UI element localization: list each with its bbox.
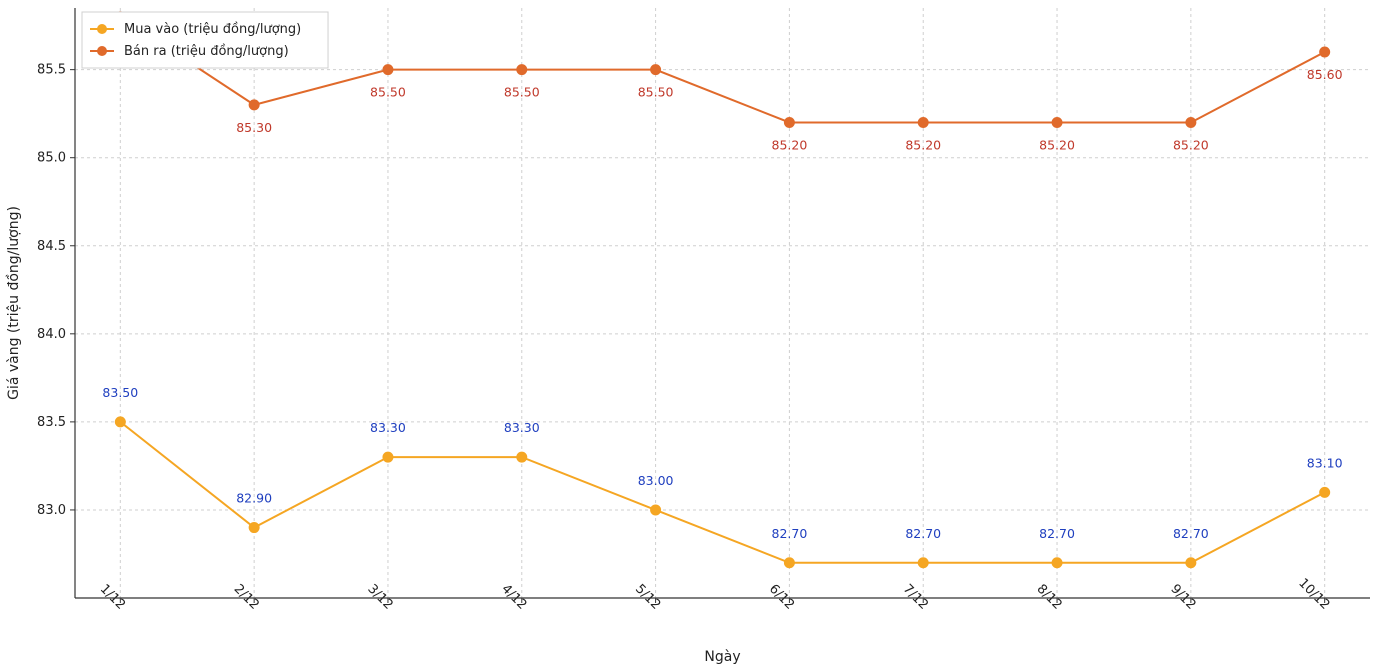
series-marker-1 xyxy=(1186,117,1196,127)
series-label-0: 82.70 xyxy=(1173,526,1209,541)
series-label-1: 85.20 xyxy=(1039,137,1075,152)
x-tick-label: 5/12 xyxy=(632,582,663,613)
chart-svg: 83.0 83.5 84.0 84.5 85.0 85.5 1/12 2/12 3/12 4/12… xyxy=(0,0,1398,671)
series-marker-0 xyxy=(1320,487,1330,497)
legend-label-1: Bán ra (triệu đồng/lượng) xyxy=(124,44,289,59)
series-label-1: 85.60 xyxy=(1307,67,1343,82)
series-marker-1 xyxy=(1320,47,1330,57)
x-axis-label: Ngày xyxy=(704,649,740,665)
series-marker-1 xyxy=(918,117,928,127)
y-tick-label: 84.5 xyxy=(37,239,66,254)
y-tick-label: 83.0 xyxy=(37,503,66,518)
x-tick-label: 3/12 xyxy=(364,582,395,613)
legend-label-0: Mua vào (triệu đồng/lượng) xyxy=(124,22,301,37)
series-label-0: 82.70 xyxy=(772,526,808,541)
series-label-0: 83.30 xyxy=(504,420,540,435)
series-label-0: 83.30 xyxy=(370,420,406,435)
series-marker-0 xyxy=(918,558,928,568)
y-tick-label: 84.0 xyxy=(37,327,66,342)
series-marker-0 xyxy=(383,452,393,462)
series-marker-0 xyxy=(115,417,125,427)
series-label-0: 82.70 xyxy=(905,526,941,541)
series-label-0: 82.70 xyxy=(1039,526,1075,541)
series-marker-1 xyxy=(651,65,661,75)
series-marker-1 xyxy=(383,65,393,75)
series-label-1: 85.50 xyxy=(638,85,674,100)
y-tick-label: 85.0 xyxy=(37,151,66,166)
series-marker-0 xyxy=(517,452,527,462)
x-tick-label: 9/12 xyxy=(1167,582,1198,613)
y-tick-label: 83.5 xyxy=(37,415,66,430)
gold-price-chart: 83.0 83.5 84.0 84.5 85.0 85.5 1/12 2/12 3/12 4/12… xyxy=(0,0,1398,671)
x-tick-label: 2/12 xyxy=(231,582,262,613)
legend-marker-0 xyxy=(97,24,107,34)
x-tick-label: 6/12 xyxy=(766,582,797,613)
series-marker-0 xyxy=(1052,558,1062,568)
series-marker-0 xyxy=(651,505,661,515)
series-marker-1 xyxy=(517,65,527,75)
x-tick-label: 7/12 xyxy=(900,582,931,613)
series-label-0: 83.50 xyxy=(102,385,138,400)
x-tick-label: 10/12 xyxy=(1295,576,1332,613)
series-label-1: 85.20 xyxy=(1173,137,1209,152)
series-marker-1 xyxy=(249,100,259,110)
series-label-1: 85.30 xyxy=(236,120,272,135)
x-tick-label: 4/12 xyxy=(498,582,529,613)
series-marker-0 xyxy=(249,523,259,533)
series-label-0: 83.00 xyxy=(638,473,674,488)
series-label-1: 85.20 xyxy=(905,137,941,152)
series-label-0: 83.10 xyxy=(1307,455,1343,470)
series-label-0: 82.90 xyxy=(236,491,272,506)
series-marker-0 xyxy=(1186,558,1196,568)
x-tick-label: 1/12 xyxy=(97,582,128,613)
series-marker-1 xyxy=(1052,117,1062,127)
series-label-1: 85.50 xyxy=(370,85,406,100)
x-tick-label: 8/12 xyxy=(1034,582,1065,613)
y-tick-label: 85.5 xyxy=(37,63,66,78)
series-marker-0 xyxy=(784,558,794,568)
legend-marker-1 xyxy=(97,46,107,56)
y-axis-label: Giá vàng (triệu đồng/lượng) xyxy=(5,206,22,400)
series-marker-1 xyxy=(784,117,794,127)
series-line-0 xyxy=(120,422,1324,563)
series-label-1: 85.20 xyxy=(772,137,808,152)
legend-box xyxy=(82,12,328,68)
series-label-1: 85.50 xyxy=(504,85,540,100)
